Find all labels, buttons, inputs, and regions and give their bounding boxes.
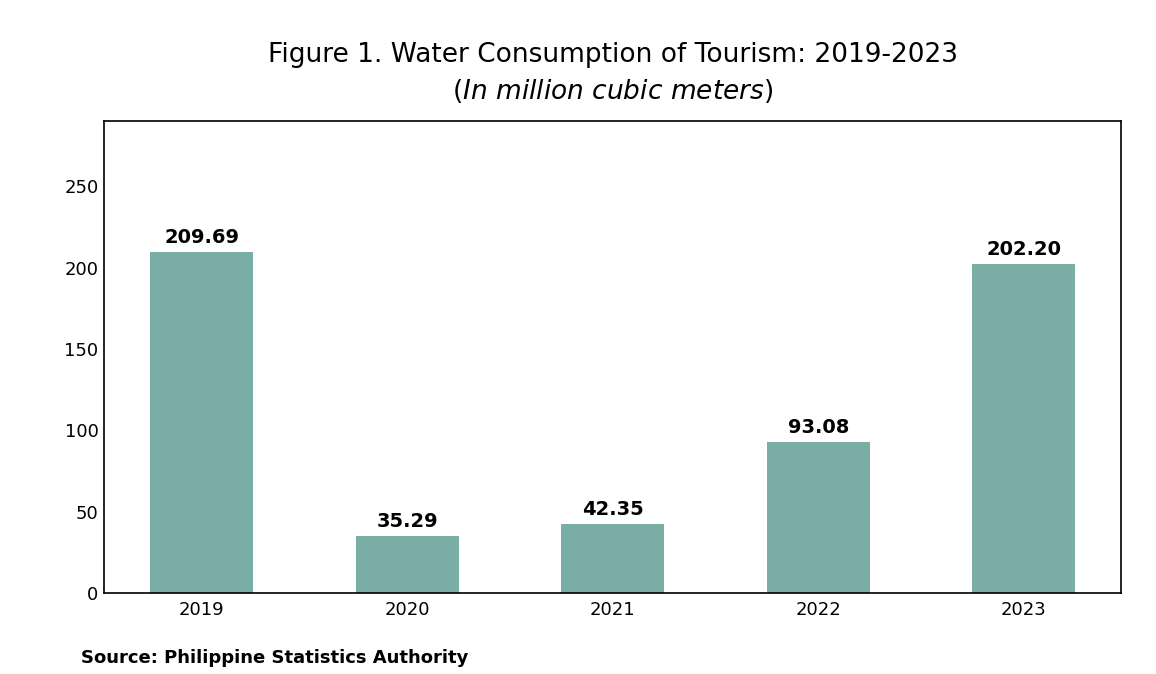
Bar [766,441,869,593]
Text: 202.20: 202.20 [986,240,1061,259]
Bar [972,264,1075,593]
Bar [356,536,459,593]
Bar [150,252,253,593]
Title: Figure 1. Water Consumption of Tourism: 2019-2023
$\it{(In\ million\ cubic\ mete: Figure 1. Water Consumption of Tourism: … [268,42,957,105]
Text: 209.69: 209.69 [164,228,239,247]
Text: 35.29: 35.29 [377,512,438,531]
Text: 42.35: 42.35 [581,500,644,520]
Bar [562,524,664,593]
Text: Source: Philippine Statistics Authority: Source: Philippine Statistics Authority [81,649,468,667]
Text: 93.08: 93.08 [787,418,849,437]
